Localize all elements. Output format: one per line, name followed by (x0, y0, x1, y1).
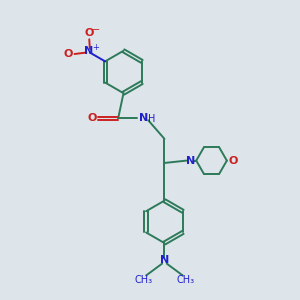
Text: N: N (186, 156, 196, 166)
Text: +: + (92, 43, 99, 52)
Text: H: H (148, 114, 155, 124)
Text: O: O (85, 28, 94, 38)
Text: −: − (92, 25, 100, 35)
Text: N: N (84, 46, 93, 56)
Text: CH₃: CH₃ (134, 274, 152, 285)
Text: O: O (63, 49, 73, 59)
Text: N: N (140, 113, 149, 123)
Text: N: N (160, 255, 169, 265)
Text: CH₃: CH₃ (177, 274, 195, 285)
Text: O: O (88, 113, 97, 123)
Text: O: O (229, 156, 238, 166)
